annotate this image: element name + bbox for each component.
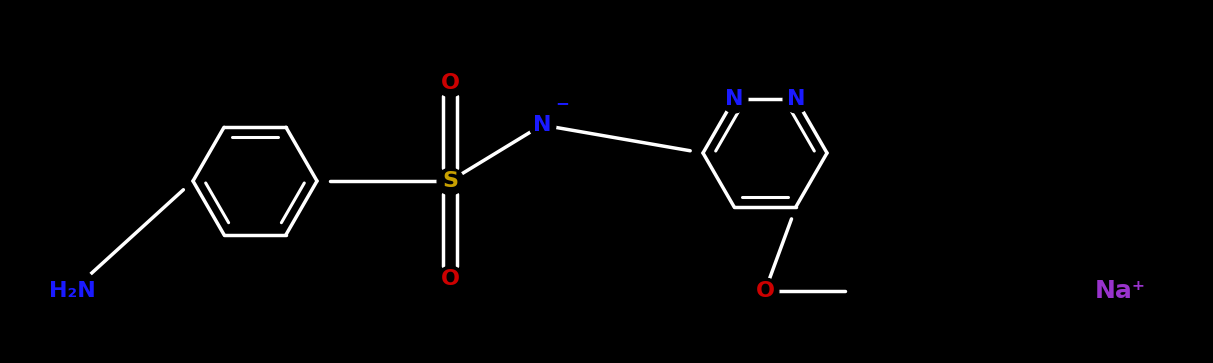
Text: Na⁺: Na⁺ <box>1094 279 1145 303</box>
Text: O: O <box>756 281 774 301</box>
Text: S: S <box>442 171 459 191</box>
Text: N: N <box>724 89 744 109</box>
Text: N: N <box>533 115 551 135</box>
Text: H₂N: H₂N <box>49 281 96 301</box>
Text: −: − <box>556 94 569 112</box>
Text: O: O <box>440 73 460 93</box>
Text: N: N <box>787 89 805 109</box>
Text: O: O <box>440 269 460 289</box>
